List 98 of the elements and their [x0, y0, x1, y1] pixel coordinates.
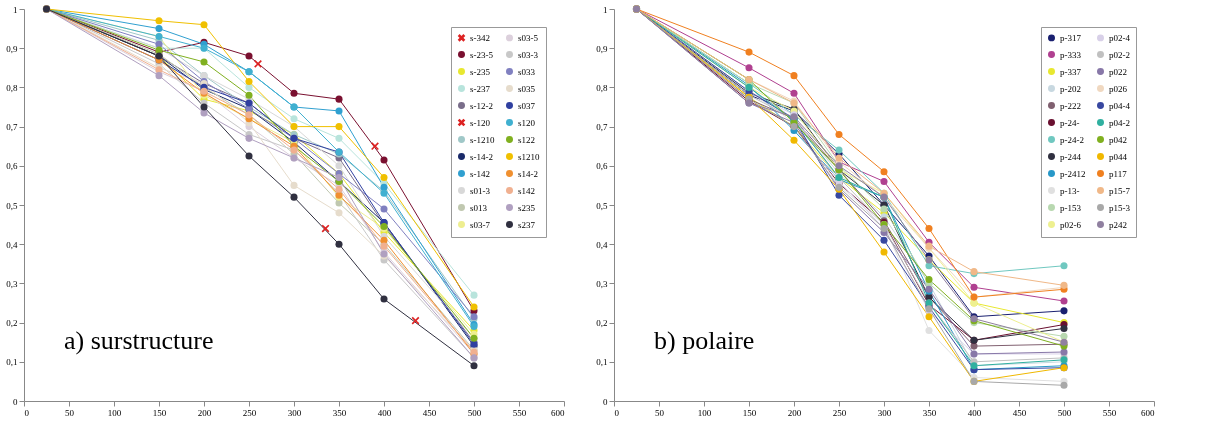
- legend-label: s-1210: [470, 134, 495, 145]
- y-tick-label: 0,6: [596, 161, 608, 172]
- legend-label: p02-6: [1060, 219, 1082, 230]
- y-tick-label: 0,7: [596, 122, 608, 133]
- x-tick-label: 350: [332, 407, 347, 418]
- legend-label: p-244: [1060, 151, 1082, 162]
- x-tick-label: 400: [967, 407, 982, 418]
- y-tick-label: 0,5: [6, 200, 18, 211]
- legend-label: p-337: [1060, 66, 1082, 77]
- x-tick-label: 200: [197, 407, 212, 418]
- x-tick-label: 550: [1102, 407, 1117, 418]
- x-tick-label: 150: [152, 407, 167, 418]
- legend-label: s03-5: [518, 32, 539, 43]
- legend-label: s120: [518, 117, 536, 128]
- legend-label: p-317: [1060, 32, 1082, 43]
- y-tick-label: 0,2: [596, 318, 608, 329]
- annotation: a) surstructure: [64, 326, 214, 355]
- x-tick-label: 300: [287, 407, 302, 418]
- y-tick-label: 0,8: [6, 82, 18, 93]
- y-tick-label: 0,8: [596, 82, 608, 93]
- x-tick-label: 350: [922, 407, 937, 418]
- y-tick-label: 0,6: [6, 161, 18, 172]
- legend-label: p-2412: [1060, 168, 1086, 179]
- y-tick-label: 0,1: [596, 357, 608, 368]
- legend-label: p-24-: [1060, 117, 1080, 128]
- x-tick-label: 500: [467, 407, 482, 418]
- x-tick-label: 250: [242, 407, 257, 418]
- legend-label: s-342: [470, 32, 490, 43]
- legend-label: p022: [1109, 66, 1127, 77]
- legend-label: s-237: [470, 83, 491, 94]
- y-tick-label: 0,4: [596, 239, 608, 250]
- x-tick-label: 0: [614, 407, 620, 418]
- legend-label: s-12-2: [470, 100, 493, 111]
- legend-label: p02-4: [1109, 32, 1131, 43]
- y-tick-label: 0,5: [596, 200, 608, 211]
- legend-label: s-14-2: [470, 151, 493, 162]
- y-tick-label: 0,3: [6, 278, 18, 289]
- legend-label: s-23-5: [470, 49, 494, 60]
- legend-label: p-202: [1060, 83, 1081, 94]
- x-tick-label: 450: [1012, 407, 1027, 418]
- y-tick-label: 1: [13, 4, 18, 15]
- y-tick-label: 0,1: [6, 357, 18, 368]
- x-tick-label: 150: [742, 407, 757, 418]
- legend-label: s033: [518, 66, 536, 77]
- annotation: b) polaire: [654, 326, 755, 355]
- legend-label: s03-7: [470, 219, 491, 230]
- legend-label: p15-7: [1109, 185, 1131, 196]
- legend-label: p026: [1109, 83, 1128, 94]
- legend-label: p15-3: [1109, 202, 1131, 213]
- legend-label: s142: [518, 185, 536, 196]
- legend-label: s237: [518, 219, 536, 230]
- legend-label: p044: [1109, 151, 1128, 162]
- y-tick-label: 0: [603, 396, 608, 407]
- legend-label: p242: [1109, 219, 1127, 230]
- x-tick-label: 50: [655, 407, 665, 418]
- legend-label: s03-3: [518, 49, 539, 60]
- legend-label: p-333: [1060, 49, 1082, 60]
- x-tick-label: 300: [877, 407, 892, 418]
- legend-label: s-142: [470, 168, 490, 179]
- legend-label: s235: [518, 202, 536, 213]
- legend-label: p117: [1109, 168, 1128, 179]
- y-tick-label: 1: [603, 4, 608, 15]
- y-tick-label: 0: [13, 396, 18, 407]
- legend-label: p04-4: [1109, 100, 1131, 111]
- x-tick-label: 200: [787, 407, 802, 418]
- legend-label: s-120: [470, 117, 491, 128]
- y-tick-label: 0,3: [596, 278, 608, 289]
- legend-label: p-222: [1060, 100, 1081, 111]
- legend-label: p-24-2: [1060, 134, 1084, 145]
- y-tick-label: 0,9: [6, 43, 18, 54]
- legend-label: p02-2: [1109, 49, 1130, 60]
- x-tick-label: 250: [832, 407, 847, 418]
- legend-label: s122: [518, 134, 536, 145]
- legend-label: s035: [518, 83, 536, 94]
- x-tick-label: 50: [65, 407, 75, 418]
- x-tick-label: 100: [697, 407, 712, 418]
- legend-label: p-13-: [1060, 185, 1080, 196]
- legend-label: s-235: [470, 66, 491, 77]
- x-tick-label: 400: [377, 407, 392, 418]
- y-tick-label: 0,7: [6, 122, 18, 133]
- legend-label: s14-2: [518, 168, 538, 179]
- y-tick-label: 0,9: [596, 43, 608, 54]
- legend-label: s1210: [518, 151, 540, 162]
- legend-label: s01-3: [470, 185, 491, 196]
- legend-label: p042: [1109, 134, 1127, 145]
- legend-label: p04-2: [1109, 117, 1130, 128]
- y-tick-label: 0,2: [6, 318, 18, 329]
- x-tick-label: 500: [1057, 407, 1072, 418]
- x-tick-label: 100: [107, 407, 122, 418]
- x-tick-label: 450: [422, 407, 437, 418]
- x-tick-label: 600: [1141, 407, 1155, 418]
- x-tick-label: 550: [512, 407, 527, 418]
- x-tick-label: 0: [24, 407, 30, 418]
- legend-label: s013: [470, 202, 488, 213]
- y-tick-label: 0,4: [6, 239, 18, 250]
- legend-label: s037: [518, 100, 536, 111]
- legend-label: p-153: [1060, 202, 1082, 213]
- x-tick-label: 600: [551, 407, 565, 418]
